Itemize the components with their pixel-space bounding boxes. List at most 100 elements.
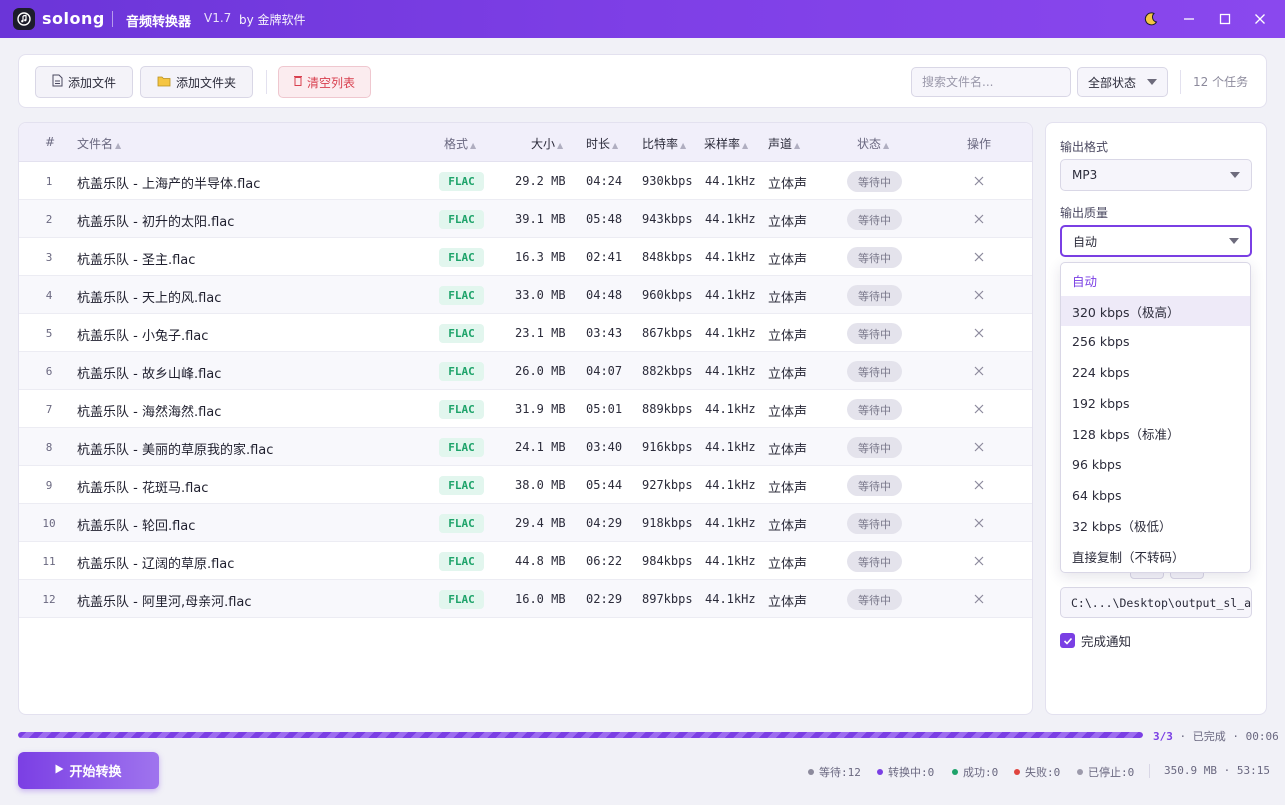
row-index: 1 <box>45 175 53 188</box>
file-channels: 立体声 <box>768 367 808 382</box>
table-row[interactable]: 10 杭盖乐队 - 轮回.flac FLAC 29.4 MB 04:29 918kbps 4… <box>19 504 1032 542</box>
quality-option[interactable]: 64 kbps <box>1072 487 1122 503</box>
file-size: 23.1 MB <box>515 326 566 340</box>
table-row[interactable]: 11 杭盖乐队 - 辽阔的草原.flac FLAC 44.8 MB 06:22 984kb… <box>19 542 1032 580</box>
toolbar-divider <box>1180 70 1181 94</box>
remove-icon[interactable] <box>969 513 989 533</box>
title-divider <box>112 11 113 27</box>
file-channels: 立体声 <box>768 329 808 344</box>
table-row[interactable]: 9 杭盖乐队 - 花斑马.flac FLAC 38.0 MB 05:44 927kbps 4… <box>19 466 1032 504</box>
header-name[interactable]: 文件名 ▲ <box>77 137 122 151</box>
remove-icon[interactable] <box>969 475 989 495</box>
remove-icon[interactable] <box>969 551 989 571</box>
status-badge: 等待中 <box>847 551 902 572</box>
file-channels: 立体声 <box>768 595 808 610</box>
checkmark-icon[interactable] <box>1060 633 1075 648</box>
status-badge: 等待中 <box>847 399 902 420</box>
remove-icon[interactable] <box>969 285 989 305</box>
format-badge: FLAC <box>439 514 484 533</box>
sort-icon: ▲ <box>883 141 890 150</box>
output-quality-value: 自动 <box>1073 234 1098 249</box>
header-size[interactable]: 大小 ▲ <box>531 137 564 151</box>
row-index: 8 <box>45 441 53 454</box>
progress-fill <box>18 732 1143 738</box>
notify-checkbox[interactable]: 完成通知 <box>1060 631 1131 650</box>
sort-icon: ▲ <box>612 141 619 150</box>
remove-icon[interactable] <box>969 361 989 381</box>
table-row[interactable]: 2 杭盖乐队 - 初升的太阳.flac FLAC 39.1 MB 05:48 943kbp… <box>19 200 1032 238</box>
file-bitrate: 882kbps <box>642 364 693 378</box>
quality-option[interactable]: 32 kbps（极低） <box>1072 519 1172 535</box>
table-row[interactable]: 4 杭盖乐队 - 天上的风.flac FLAC 33.0 MB 04:48 960kbps… <box>19 276 1032 314</box>
status-badge: 等待中 <box>847 513 902 534</box>
file-duration: 04:48 <box>586 288 623 302</box>
header-duration[interactable]: 时长 ▲ <box>586 137 619 151</box>
quality-option[interactable]: 320 kbps（极高） <box>1061 295 1250 327</box>
remove-icon[interactable] <box>969 323 989 343</box>
file-size: 31.9 MB <box>515 402 566 416</box>
file-name: 杭盖乐队 - 初升的太阳.flac <box>77 215 235 230</box>
close-icon[interactable] <box>1250 9 1270 29</box>
remove-icon[interactable] <box>969 209 989 229</box>
quality-option[interactable]: 128 kbps（标准） <box>1072 427 1180 443</box>
toolbar: 添加文件 添加文件夹 清空列表 全部状态 12 个任务 <box>18 54 1267 108</box>
search-input[interactable] <box>911 67 1071 97</box>
quality-option[interactable]: 192 kbps <box>1072 395 1130 411</box>
quality-option[interactable]: 直接复制（不转码） <box>1072 550 1185 566</box>
brand-name: solong <box>42 9 105 28</box>
remove-icon[interactable] <box>969 589 989 609</box>
format-badge: FLAC <box>439 210 484 229</box>
quality-option[interactable]: 256 kbps <box>1072 334 1130 350</box>
chevron-down-icon <box>1229 238 1239 244</box>
table-row[interactable]: 1 杭盖乐队 - 上海产的半导体.flac FLAC 29.2 MB 04:24 930k… <box>19 162 1032 200</box>
add-file-button[interactable]: 添加文件 <box>35 66 133 98</box>
quality-option[interactable]: 96 kbps <box>1072 456 1122 472</box>
file-samplerate: 44.1kHz <box>705 174 756 188</box>
header-status[interactable]: 状态 ▲ <box>857 137 890 151</box>
footer-divider <box>1149 764 1150 778</box>
file-name: 杭盖乐队 - 花斑马.flac <box>77 481 209 496</box>
status-filter-select[interactable]: 全部状态 <box>1077 67 1168 97</box>
clear-list-button[interactable]: 清空列表 <box>278 66 371 98</box>
stat-totals: 350.9 MB · 53:15 <box>1164 764 1270 777</box>
quality-option[interactable]: 自动 <box>1072 273 1098 289</box>
table-row[interactable]: 8 杭盖乐队 - 美丽的草原我的家.flac FLAC 24.1 MB 03:40 916… <box>19 428 1032 466</box>
output-quality-select[interactable]: 自动 <box>1060 225 1252 257</box>
quality-dropdown-menu: 自动 320 kbps（极高） 256 kbps 224 kbps 192 kbps 12… <box>1060 262 1251 573</box>
add-folder-button[interactable]: 添加文件夹 <box>140 66 253 98</box>
progress-status: · 已完成 · <box>1179 730 1240 743</box>
output-format-select[interactable]: MP3 <box>1060 159 1252 191</box>
remove-icon[interactable] <box>969 399 989 419</box>
header-bitrate[interactable]: 比特率 ▲ <box>642 137 687 151</box>
table-row[interactable]: 7 杭盖乐队 - 海然海然.flac FLAC 31.9 MB 05:01 889kbps… <box>19 390 1032 428</box>
remove-icon[interactable] <box>969 437 989 457</box>
remove-icon[interactable] <box>969 247 989 267</box>
file-channels: 立体声 <box>768 405 808 420</box>
table-row[interactable]: 3 杭盖乐队 - 圣主.flac FLAC 16.3 MB 02:41 848kbps 44… <box>19 238 1032 276</box>
status-badge: 等待中 <box>847 209 902 230</box>
status-badge: 等待中 <box>847 437 902 458</box>
file-duration: 03:43 <box>586 326 623 340</box>
table-row[interactable]: 5 杭盖乐队 - 小兔子.flac FLAC 23.1 MB 03:43 867kbps 4… <box>19 314 1032 352</box>
format-badge: FLAC <box>439 590 484 609</box>
header-channels[interactable]: 声道 ▲ <box>768 137 801 151</box>
sort-icon: ▲ <box>794 141 801 150</box>
start-convert-button[interactable]: 开始转换 <box>18 752 159 789</box>
table-row[interactable]: 6 杭盖乐队 - 故乡山峰.flac FLAC 26.0 MB 04:07 882kbps… <box>19 352 1032 390</box>
status-filter-value: 全部状态 <box>1088 75 1137 90</box>
status-badge: 等待中 <box>847 589 902 610</box>
file-name: 杭盖乐队 - 小兔子.flac <box>77 329 209 344</box>
header-samplerate[interactable]: 采样率 ▲ <box>704 137 749 151</box>
moon-icon[interactable] <box>1141 9 1161 29</box>
table-row[interactable]: 12 杭盖乐队 - 阿里河,母亲河.flac FLAC 16.0 MB 02:29 897… <box>19 580 1032 618</box>
maximize-icon[interactable] <box>1215 9 1235 29</box>
output-path-field[interactable]: C:\...\Desktop\output_sl_ac <box>1060 587 1252 618</box>
minimize-icon[interactable] <box>1179 9 1199 29</box>
quality-option[interactable]: 224 kbps <box>1072 364 1130 380</box>
remove-icon[interactable] <box>969 171 989 191</box>
file-size: 26.0 MB <box>515 364 566 378</box>
stat-success: 成功:0 <box>952 764 998 780</box>
file-samplerate: 44.1kHz <box>705 402 756 416</box>
output-path-value: C:\...\Desktop\output_sl_ac <box>1071 595 1252 610</box>
header-format[interactable]: 格式 ▲ <box>444 137 477 151</box>
